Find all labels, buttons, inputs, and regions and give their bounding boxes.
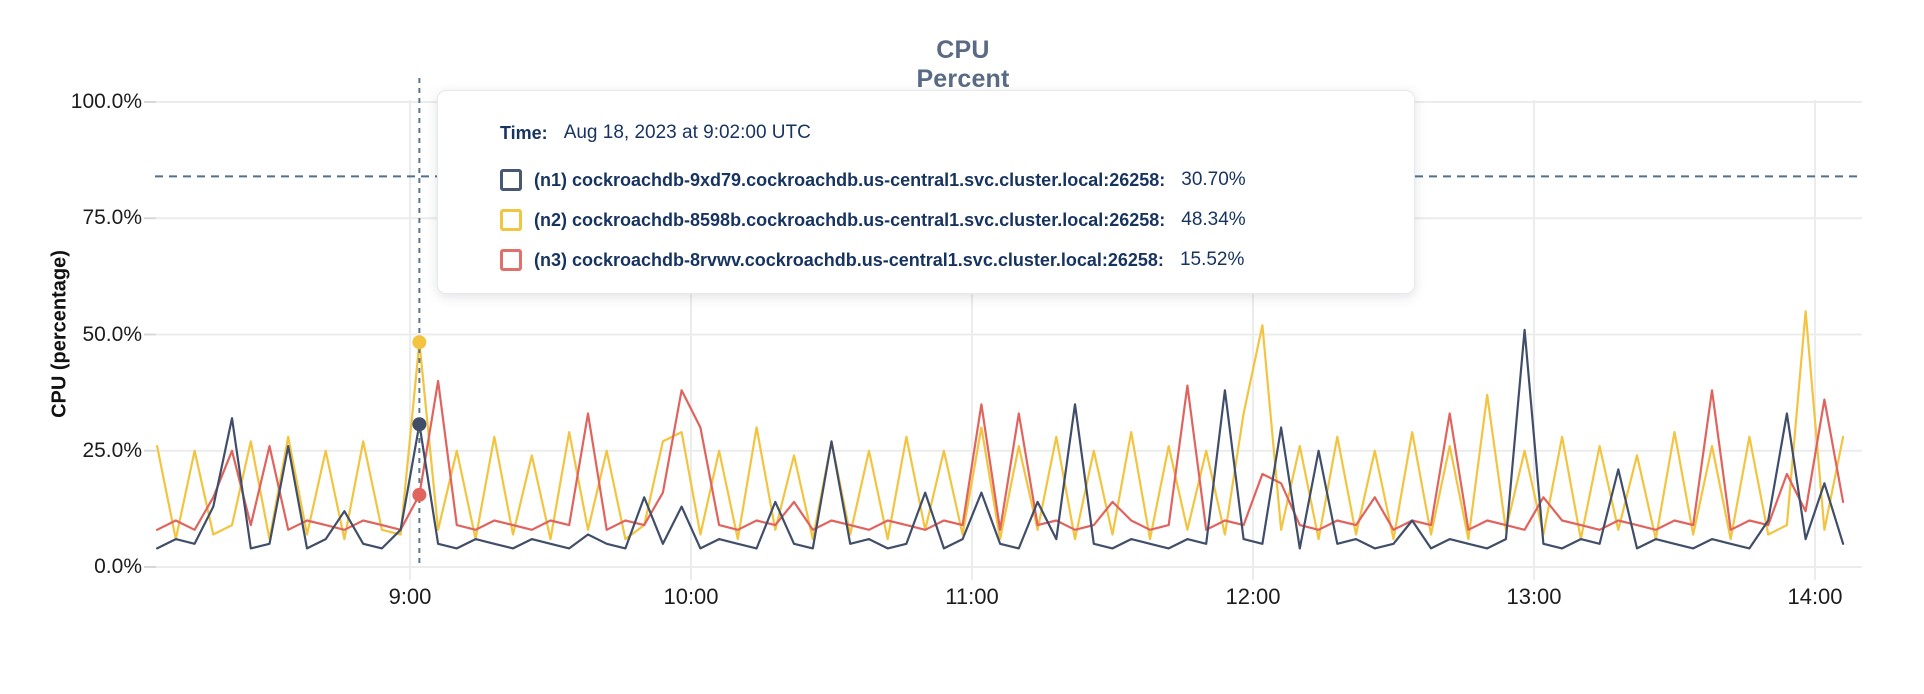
series-line-n3: [156, 379, 1845, 531]
series-n3-swatch-icon: [500, 249, 522, 271]
series-n1-swatch-icon: [500, 169, 522, 191]
series-line-n1: [156, 328, 1845, 550]
tooltip-series-value: 30.70%: [1181, 169, 1246, 190]
tooltip-series-label: (n2) cockroachdb-8598b.cockroachdb.us-ce…: [534, 209, 1166, 230]
x-tick-label: 11:00: [945, 584, 999, 609]
tooltip-series-label: (n3) cockroachdb-8rvwv.cockroachdb.us-ce…: [534, 249, 1164, 270]
tooltip-series-value: 48.34%: [1181, 209, 1246, 230]
y-tick-label: 25.0%: [82, 438, 142, 462]
hover-tooltip: Time: Aug 18, 2023 at 9:02:00 UTC (n1) c…: [437, 90, 1415, 294]
tooltip-time-value: Aug 18, 2023 at 9:02:00 UTC: [563, 122, 811, 143]
x-tick-label: 14:00: [1787, 584, 1843, 609]
x-tick-label: 12:00: [1225, 584, 1281, 609]
tooltip-series-row: (n3) cockroachdb-8rvwv.cockroachdb.us-ce…: [500, 249, 1244, 271]
tooltip-time-label: Time:: [500, 122, 548, 143]
tooltip-time-row: Time: Aug 18, 2023 at 9:02:00 UTC: [500, 122, 811, 144]
y-tick-label: 100.0%: [70, 90, 142, 113]
tooltip-series-row: (n1) cockroachdb-9xd79.cockroachdb.us-ce…: [500, 169, 1246, 191]
hover-point-marker-n3: [412, 487, 427, 502]
tooltip-series-row: (n2) cockroachdb-8598b.cockroachdb.us-ce…: [500, 209, 1246, 231]
hover-point-marker-n2: [412, 335, 427, 350]
x-tick-label: 10:00: [663, 584, 719, 609]
x-tick-label: 9:00: [388, 584, 432, 609]
tooltip-series-value: 15.52%: [1179, 249, 1245, 270]
tooltip-series-label: (n1) cockroachdb-9xd79.cockroachdb.us-ce…: [534, 169, 1166, 190]
series-n2-swatch-icon: [500, 209, 522, 231]
hover-point-marker-n1: [412, 417, 427, 432]
y-tick-label: 50.0%: [82, 322, 142, 346]
y-tick-label: 0.0%: [94, 555, 142, 578]
y-tick-label: 75.0%: [82, 206, 142, 230]
x-tick-label: 13:00: [1506, 584, 1562, 609]
series-line-n2: [156, 310, 1845, 541]
